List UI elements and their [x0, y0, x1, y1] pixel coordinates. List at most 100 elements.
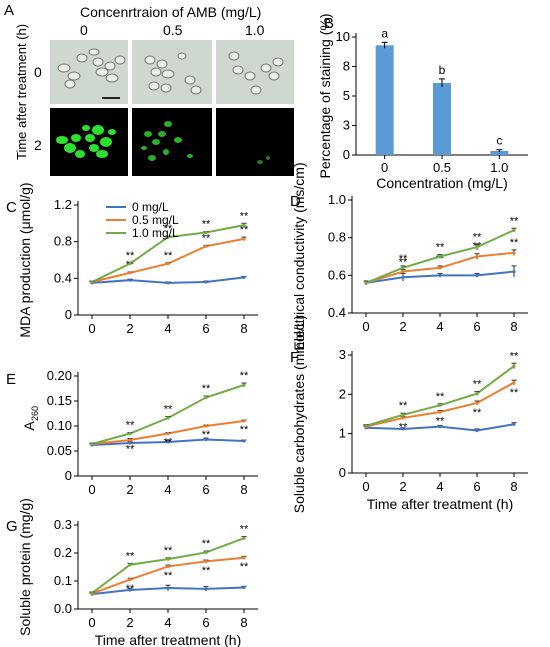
legend-label-2: 1.0 mg/L — [132, 226, 179, 240]
x-tick-label-G-0: 0 — [88, 615, 95, 630]
panel-letter-g: G — [6, 518, 18, 535]
significance-G-1-2: ** — [164, 570, 173, 582]
y-tick-label-B-4: 10 — [336, 29, 350, 44]
significance-C-2-2: ** — [164, 223, 173, 235]
point-E-0-1 — [128, 441, 132, 445]
fluor-spots-0-5mg — [141, 121, 193, 161]
x-tick-label-F-3: 6 — [473, 479, 480, 494]
panel-letter-e: E — [6, 371, 16, 388]
x-tick-label-D-0: 0 — [362, 319, 369, 334]
x-tick-label-D-4: 8 — [510, 319, 517, 334]
point-C-1-1 — [128, 271, 132, 275]
panel-letter-a: A — [4, 2, 15, 19]
bar-2 — [490, 150, 509, 155]
y-axis-label-B: Percentage of staining (%) — [317, 14, 333, 179]
y-tick-label-C-3: 1.2 — [54, 197, 72, 212]
point-C-1-3 — [204, 244, 208, 248]
significance-C-1-2: ** — [164, 250, 173, 262]
point-C-2-0 — [90, 280, 94, 284]
row-label-0h: 0 — [34, 64, 42, 80]
y-tick-label-D-3: 1.0 — [328, 192, 346, 207]
fluor-spots-1-0mg — [257, 156, 270, 164]
point-C-2-4 — [242, 223, 246, 227]
concentration-label-1: 0.5 — [163, 22, 183, 38]
point-D-2-3 — [475, 245, 479, 249]
y-tick-label-D-1: 0.6 — [328, 267, 346, 282]
point-G-1-3 — [204, 559, 208, 564]
point-F-0-1 — [401, 427, 405, 431]
significance-E-1-2: ** — [164, 437, 173, 449]
point-F-0-3 — [475, 428, 479, 433]
point-D-1-3 — [475, 254, 479, 259]
y-axis-label-D: Electrical conductivity (ms/cm) — [291, 162, 307, 350]
point-F-0-4 — [512, 422, 516, 426]
x-tick-label-B-0: 0 — [381, 160, 388, 175]
x-tick-label-C-1: 2 — [126, 321, 133, 336]
y-tick-label-G-2: 0.2 — [54, 545, 72, 560]
point-E-0-2 — [166, 440, 170, 444]
point-D-1-4 — [512, 251, 516, 255]
micrograph-bright-0mg — [50, 40, 128, 104]
micrograph-fluor-0mg — [50, 108, 128, 176]
x-tick-label-G-4: 8 — [240, 615, 247, 630]
point-E-1-4 — [242, 419, 246, 423]
y-tick-label-G-0: 0.0 — [54, 601, 72, 616]
significance-E-1-1: ** — [126, 444, 135, 456]
y-tick-label-G-3: 0.3 — [54, 517, 72, 532]
point-F-2-0 — [364, 424, 368, 428]
significance-E-2-3: ** — [202, 383, 211, 395]
significance-E-2-4: ** — [240, 370, 249, 382]
x-tick-label-C-0: 0 — [88, 321, 95, 336]
legend-label-0: 0 mg/L — [132, 200, 169, 214]
micrograph-bright-0-5mg — [132, 40, 212, 104]
fluor-spots-0mg — [56, 125, 116, 158]
y-tick-label-F-1: 1 — [339, 426, 346, 441]
spores-bright-0-5mg — [144, 52, 202, 95]
y-tick-label-E-2: 0.10 — [47, 418, 72, 433]
significance-C-1-3: ** — [202, 232, 211, 244]
y-axis-label-G: Soluble protein (mg/g) — [17, 498, 33, 636]
point-C-0-3 — [204, 280, 208, 284]
micrograph-fluor-0-5mg — [132, 108, 212, 176]
point-G-0-2 — [166, 586, 170, 590]
y-tick-label-F-0: 0 — [339, 465, 346, 480]
significance-F-1-1: ** — [399, 422, 408, 434]
bar-letter-0: a — [381, 26, 388, 40]
panel-letter-d: D — [290, 193, 301, 210]
y-tick-label-E-0: 0 — [65, 468, 72, 483]
point-E-2-1 — [128, 431, 132, 436]
point-G-2-0 — [90, 591, 94, 595]
y-tick-label-C-2: 0.8 — [54, 234, 72, 249]
point-D-1-2 — [438, 266, 442, 270]
point-E-1-3 — [204, 424, 208, 428]
point-C-2-3 — [204, 230, 208, 235]
bar-letter-1: b — [439, 63, 446, 77]
significance-D-2-4: ** — [510, 215, 519, 227]
x-tick-label-G-3: 6 — [202, 615, 209, 630]
significance-D-2-1: ** — [399, 253, 408, 265]
y-tick-label-B-0: 0 — [343, 147, 350, 162]
significance-F-1-2: ** — [436, 416, 445, 428]
x-tick-label-F-0: 0 — [362, 479, 369, 494]
x-tick-label-C-4: 8 — [240, 321, 247, 336]
point-F-2-2 — [438, 403, 442, 407]
point-G-1-1 — [128, 578, 132, 582]
significance-G-2-2: ** — [164, 545, 173, 557]
x-axis-label-B: Concentration (mg/L) — [376, 175, 508, 191]
significance-G-2-4: ** — [240, 523, 249, 535]
y-tick-label-G-1: 0.1 — [54, 573, 72, 588]
point-G-2-1 — [128, 563, 132, 567]
x-tick-label-E-4: 8 — [240, 482, 247, 497]
y-tick-label-E-3: 0.15 — [47, 393, 72, 408]
x-tick-label-E-3: 6 — [202, 482, 209, 497]
point-E-1-1 — [128, 438, 132, 442]
point-G-2-3 — [204, 550, 208, 555]
y-tick-label-F-2: 2 — [339, 386, 346, 401]
significance-F-2-4: ** — [510, 350, 519, 362]
significance-G-1-4: ** — [240, 561, 249, 573]
point-F-1-4 — [512, 380, 516, 385]
point-C-2-1 — [128, 262, 132, 266]
point-D-1-1 — [401, 269, 405, 274]
bar-0 — [375, 45, 394, 156]
